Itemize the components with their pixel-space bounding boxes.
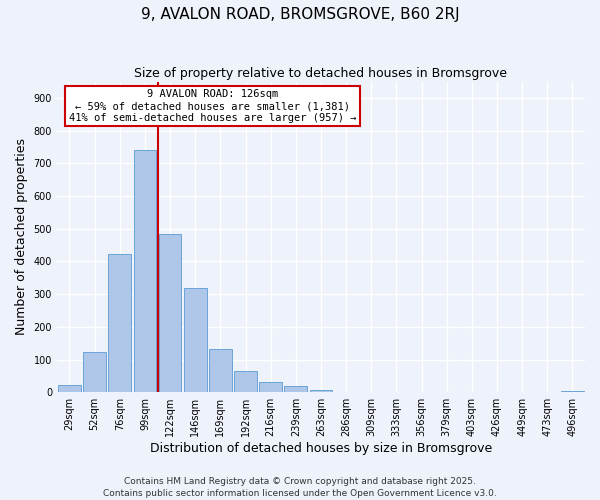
Title: Size of property relative to detached houses in Bromsgrove: Size of property relative to detached ho… [134, 68, 508, 80]
Text: Contains HM Land Registry data © Crown copyright and database right 2025.
Contai: Contains HM Land Registry data © Crown c… [103, 476, 497, 498]
Bar [234, 371, 257, 392]
X-axis label: Distribution of detached houses by size in Bromsgrove: Distribution of detached houses by size … [150, 442, 492, 455]
Bar [83, 352, 106, 392]
Bar [58, 385, 81, 392]
Bar [561, 390, 584, 392]
Bar [109, 254, 131, 392]
Text: 9 AVALON ROAD: 126sqm
← 59% of detached houses are smaller (1,381)
41% of semi-d: 9 AVALON ROAD: 126sqm ← 59% of detached … [69, 90, 356, 122]
Bar [184, 288, 206, 392]
Text: 9, AVALON ROAD, BROMSGROVE, B60 2RJ: 9, AVALON ROAD, BROMSGROVE, B60 2RJ [140, 8, 460, 22]
Bar [310, 390, 332, 392]
Bar [159, 234, 181, 392]
Y-axis label: Number of detached properties: Number of detached properties [15, 138, 28, 336]
Bar [209, 348, 232, 392]
Bar [259, 382, 282, 392]
Bar [284, 386, 307, 392]
Bar [134, 150, 156, 392]
